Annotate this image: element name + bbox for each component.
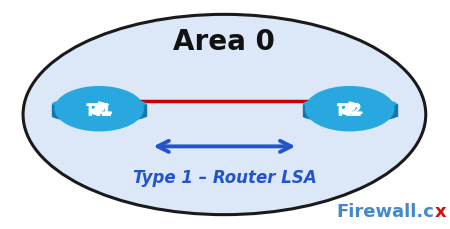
Circle shape — [54, 86, 144, 131]
Ellipse shape — [52, 110, 146, 122]
FancyArrow shape — [87, 103, 107, 107]
FancyArrow shape — [342, 111, 361, 115]
Circle shape — [305, 86, 395, 131]
Text: Firewall.c: Firewall.c — [337, 204, 435, 221]
Text: R2: R2 — [337, 102, 363, 120]
Ellipse shape — [23, 14, 426, 215]
FancyArrow shape — [93, 105, 107, 112]
Text: x: x — [435, 204, 446, 221]
Ellipse shape — [303, 98, 397, 110]
FancyArrow shape — [91, 106, 105, 113]
Text: Area 0: Area 0 — [174, 28, 275, 56]
Text: Type 1 – Router LSA: Type 1 – Router LSA — [133, 169, 316, 187]
Text: R1: R1 — [86, 102, 112, 120]
Polygon shape — [303, 104, 397, 116]
FancyArrow shape — [338, 103, 358, 107]
Polygon shape — [52, 104, 146, 116]
FancyArrow shape — [91, 111, 111, 115]
Ellipse shape — [52, 98, 146, 110]
Ellipse shape — [303, 110, 397, 122]
FancyArrow shape — [342, 106, 356, 113]
FancyArrow shape — [343, 105, 358, 112]
